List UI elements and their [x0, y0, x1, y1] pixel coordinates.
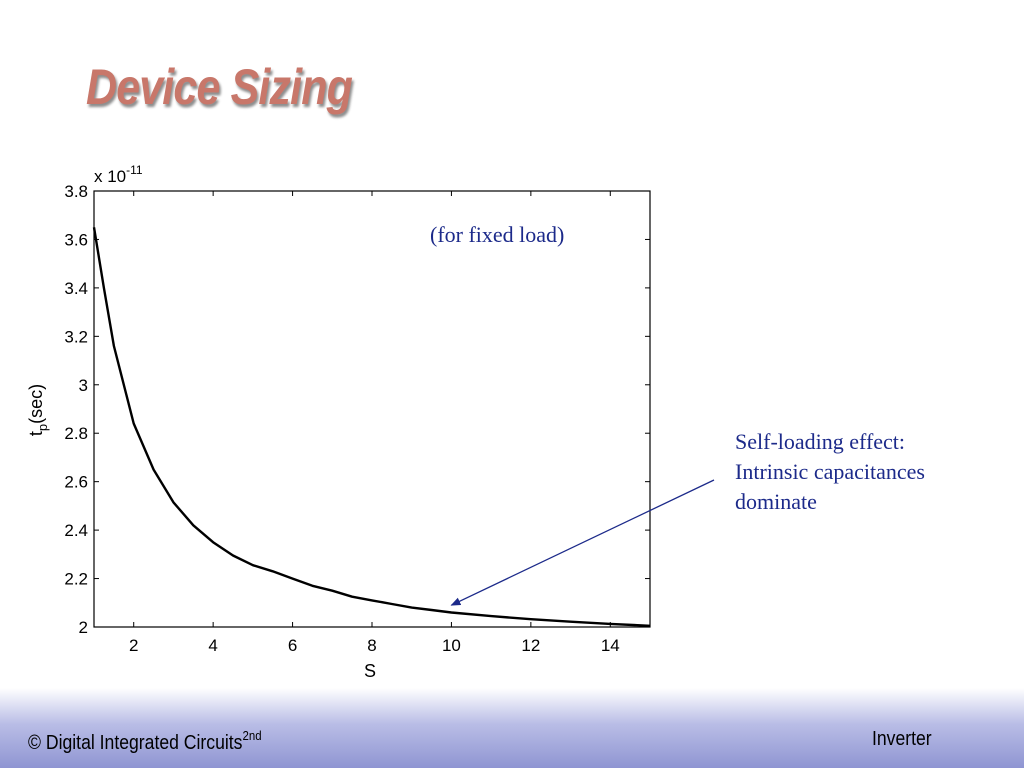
slide-title: Device Sizing: [86, 59, 353, 115]
self-loading-annotation: Self-loading effect: Intrinsic capacitan…: [735, 427, 1005, 517]
annotation-line: dominate: [735, 489, 817, 514]
axis-ticks: [94, 190, 650, 628]
tp-curve: [92, 227, 651, 627]
annotation-line: Intrinsic capacitances: [735, 459, 925, 484]
y-tick-label: 2.2: [64, 570, 88, 589]
footer-chapter-label: Inverter: [872, 728, 932, 750]
footer-bar: © Digital Integrated Circuits2nd Inverte…: [0, 688, 1024, 768]
tp-vs-s-chart: 2 4 6 8 10 12 14 22.22.42.62.833.23.43.63.8 S …: [26, 163, 715, 681]
y-multiplier-exponent: -11: [126, 163, 143, 177]
y-tick-label: 3.6: [64, 230, 88, 249]
svg-text:tp(sec): tp(sec): [26, 384, 50, 436]
x-tick-labels: 2 4 6 8 10 12 14: [129, 636, 620, 655]
y-tick-labels: 2 2.2 2.4 2.6 2.8 3 3.2 3.4 3.6 3.8: [64, 182, 88, 637]
y-tick-label: 3: [79, 376, 88, 395]
y-tick-label: 3.2: [64, 327, 88, 346]
x-tick-label: 12: [521, 636, 540, 655]
y-axis-label: tp(sec): [26, 384, 50, 436]
x-axis-label: S: [364, 661, 376, 681]
y-multiplier-label: x 10-11: [94, 163, 143, 186]
y-tick-label: 2: [79, 618, 88, 637]
footer-edition-superscript: 2nd: [242, 728, 262, 743]
y-axis-label-main: t: [26, 431, 46, 436]
annotation-arrow: [450, 479, 715, 606]
x-tick-label: 2: [129, 636, 138, 655]
footer-copyright: © Digital Integrated Circuits2nd: [28, 728, 262, 755]
annotation-line: Self-loading effect:: [735, 429, 906, 454]
x-tick-label: 10: [442, 636, 461, 655]
x-tick-label: 8: [367, 636, 376, 655]
y-axis-label-sub: p: [35, 424, 50, 431]
footer-copyright-text: © Digital Integrated Circuits: [28, 732, 243, 754]
y-tick-label: 3.8: [64, 182, 88, 201]
y-axis-label-unit: (sec): [26, 384, 46, 424]
y-tick-label: 2.4: [64, 521, 88, 540]
fixed-load-annotation: (for fixed load): [430, 222, 565, 247]
x-tick-label: 14: [601, 636, 620, 655]
y-tick-label: 2.8: [64, 424, 88, 443]
y-tick-label: 2.6: [64, 473, 88, 492]
y-multiplier-base: x 10: [94, 167, 126, 186]
x-tick-label: 4: [208, 636, 217, 655]
plot-area-border: [93, 190, 651, 628]
y-tick-label: 3.4: [64, 279, 88, 298]
x-tick-label: 6: [288, 636, 297, 655]
